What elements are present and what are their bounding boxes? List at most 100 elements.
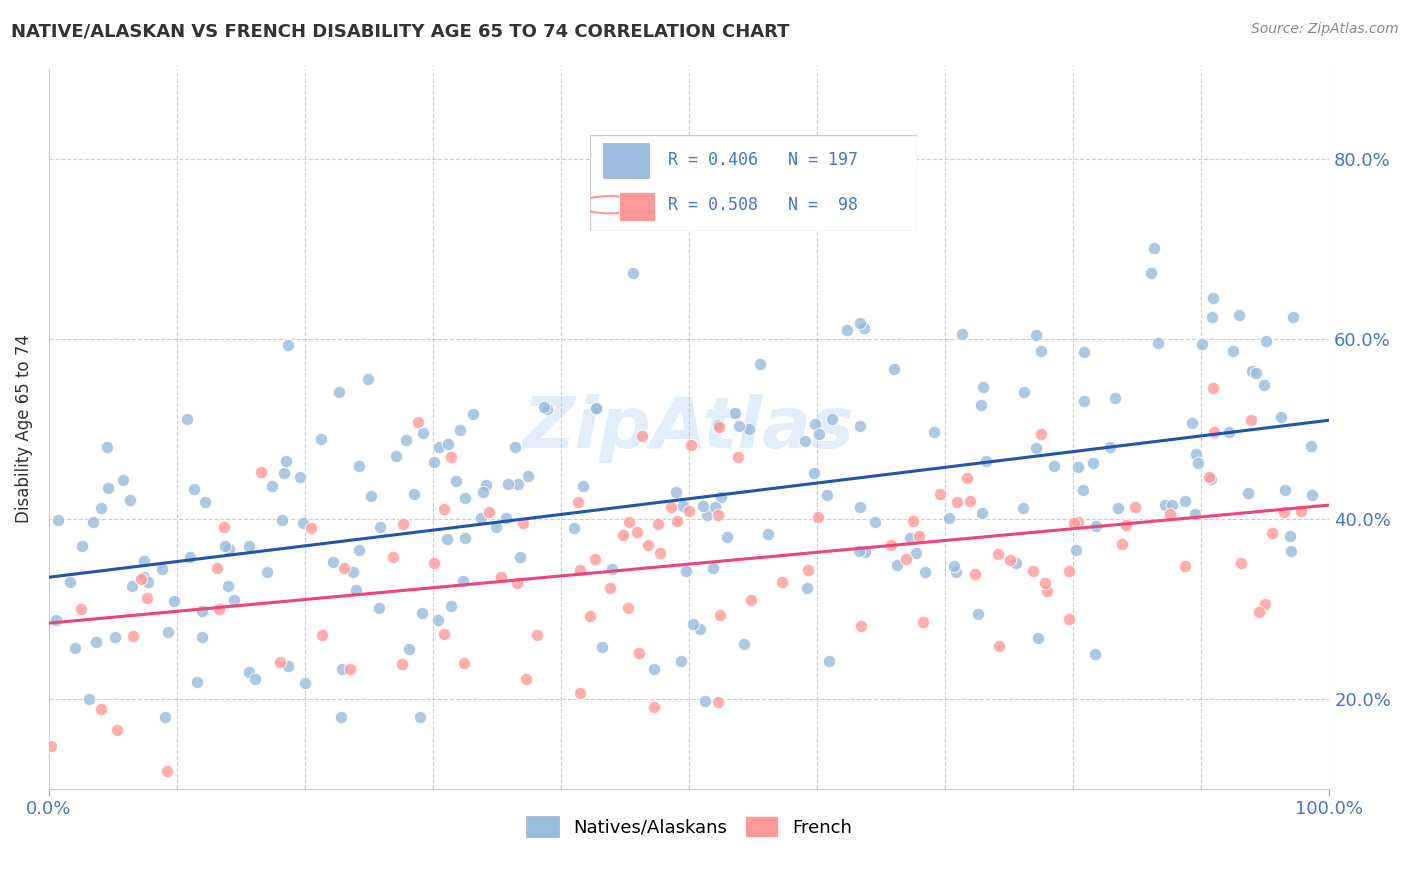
Point [716, 530, 738, 544]
Point [1057, 612, 1080, 626]
Point [330, 662, 353, 676]
Point [707, 508, 730, 522]
Point [217, 579, 239, 593]
Point [848, 418, 870, 433]
Point [277, 658, 299, 673]
Point [1202, 425, 1225, 439]
Point [269, 655, 291, 669]
Point [727, 450, 749, 464]
FancyBboxPatch shape [619, 192, 655, 221]
Point [693, 694, 716, 708]
Point [1230, 556, 1253, 570]
Point [852, 321, 875, 335]
Point [1174, 493, 1197, 508]
Point [1240, 413, 1263, 427]
Point [440, 599, 463, 613]
Point [436, 532, 458, 546]
Point [569, 563, 592, 577]
Point [1185, 447, 1208, 461]
Point [440, 450, 463, 465]
Point [368, 519, 391, 533]
Point [1198, 470, 1220, 484]
Point [277, 338, 299, 352]
Point [599, 582, 621, 596]
Point [672, 500, 695, 514]
Point [666, 514, 689, 528]
Point [474, 478, 496, 492]
Point [333, 561, 356, 575]
Point [796, 563, 818, 577]
Point [506, 576, 529, 591]
Point [707, 695, 730, 709]
Point [422, 556, 444, 570]
Point [815, 488, 838, 502]
Point [105, 723, 128, 738]
Point [1098, 441, 1121, 455]
Point [1073, 394, 1095, 409]
Point [914, 566, 936, 580]
Point [183, 482, 205, 496]
Point [1274, 505, 1296, 519]
Point [591, 640, 613, 655]
Point [411, 606, 433, 620]
Point [849, 316, 872, 330]
Point [972, 380, 994, 394]
Point [526, 627, 548, 641]
Point [1026, 631, 1049, 645]
Point [1244, 366, 1267, 380]
Point [153, 709, 176, 723]
Point [90, 702, 112, 716]
Point [1218, 425, 1240, 440]
Point [1081, 456, 1104, 470]
Point [270, 513, 292, 527]
Point [309, 432, 332, 446]
Point [1025, 328, 1047, 343]
Point [1031, 343, 1053, 358]
Point [1174, 558, 1197, 573]
Point [224, 593, 246, 607]
Point [659, 500, 682, 514]
Point [938, 511, 960, 525]
Point [643, 662, 665, 676]
Point [907, 529, 929, 543]
Point [578, 609, 600, 624]
Point [848, 544, 870, 558]
Point [129, 572, 152, 586]
Point [724, 406, 747, 420]
Point [942, 559, 965, 574]
Point [1227, 308, 1250, 322]
Text: Source: ZipAtlas.com: Source: ZipAtlas.com [1251, 22, 1399, 37]
Point [682, 617, 704, 632]
Point [665, 484, 688, 499]
Point [112, 473, 135, 487]
Point [733, 637, 755, 651]
Point [696, 508, 718, 523]
Point [191, 604, 214, 618]
Point [84, 635, 107, 649]
Point [1012, 501, 1035, 516]
Point [626, 525, 648, 540]
Point [1202, 291, 1225, 305]
Point [395, 433, 418, 447]
Point [1107, 500, 1129, 515]
Point [1022, 565, 1045, 579]
Point [97, 482, 120, 496]
Point [1237, 485, 1260, 500]
Point [70, 539, 93, 553]
Point [1261, 525, 1284, 540]
Point [339, 662, 361, 676]
Point [120, 492, 142, 507]
Point [1240, 364, 1263, 378]
Point [879, 538, 901, 552]
Point [898, 531, 921, 545]
Point [821, 412, 844, 426]
Point [1029, 427, 1052, 442]
Point [496, 477, 519, 491]
Point [709, 607, 731, 622]
Point [703, 500, 725, 514]
Point [647, 516, 669, 531]
Point [533, 400, 555, 414]
Point [1071, 483, 1094, 497]
Point [710, 491, 733, 505]
Point [1222, 343, 1244, 358]
